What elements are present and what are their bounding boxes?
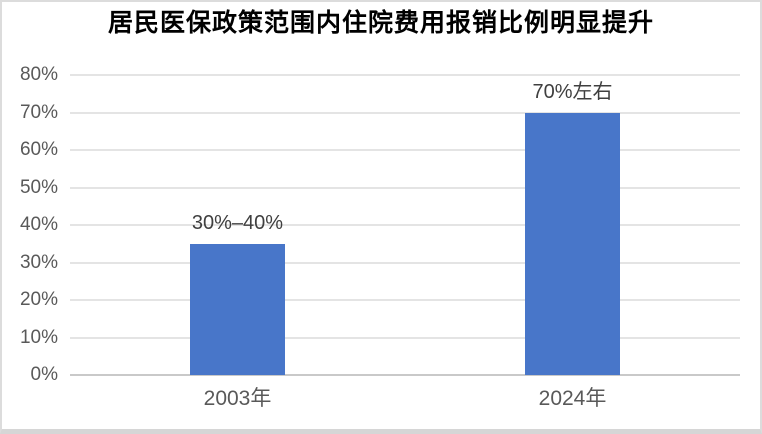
y-tick-label: 80% — [19, 64, 58, 85]
chart-title: 居民医保政策范围内住院费用报销比例明显提升 — [107, 9, 654, 37]
x-category-label: 2003年 — [203, 387, 272, 410]
y-tick-label: 20% — [19, 289, 58, 310]
bar-2024年 — [525, 112, 620, 375]
gridline — [70, 336, 740, 339]
gridline — [70, 261, 740, 264]
bar-2003年 — [190, 243, 285, 375]
y-tick-label: 50% — [19, 176, 58, 198]
gridline — [70, 149, 740, 151]
y-tick-label: 70% — [19, 101, 58, 123]
y-tick-label: 30% — [19, 251, 58, 273]
gridline — [70, 74, 740, 76]
gridline — [70, 111, 740, 114]
gridline — [70, 224, 740, 226]
gridline — [70, 186, 740, 189]
y-tick-label: 60% — [19, 139, 58, 160]
y-tick-label: 10% — [19, 326, 58, 348]
y-tick-label: 0% — [30, 364, 58, 385]
plot-area — [70, 74, 740, 376]
y-tick-label: 40% — [19, 214, 58, 235]
x-axis-line — [70, 374, 740, 376]
gridline — [70, 299, 740, 301]
x-category-label: 2024年 — [538, 387, 607, 410]
data-label: 30%–40% — [191, 211, 284, 234]
data-label: 70%左右 — [532, 80, 613, 103]
